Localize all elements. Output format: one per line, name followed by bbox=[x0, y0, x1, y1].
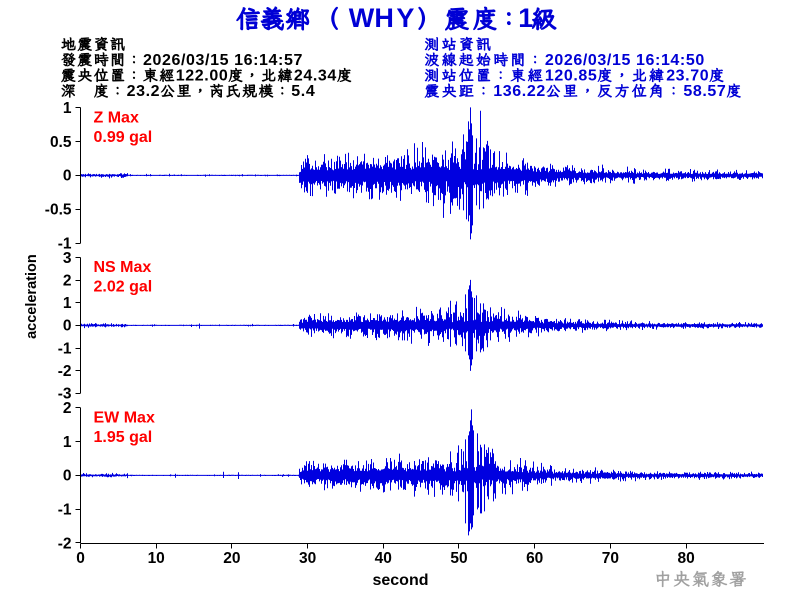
svg-text:80: 80 bbox=[677, 550, 694, 567]
svg-text:50: 50 bbox=[450, 550, 467, 567]
svg-text:0: 0 bbox=[76, 550, 85, 567]
svg-text:30: 30 bbox=[299, 550, 316, 567]
svg-text:2: 2 bbox=[63, 272, 72, 289]
svg-text:2.02 gal: 2.02 gal bbox=[94, 278, 153, 295]
svg-text:40: 40 bbox=[375, 550, 392, 567]
svg-text:second: second bbox=[372, 572, 428, 589]
svg-text:2: 2 bbox=[63, 400, 72, 417]
svg-text:60: 60 bbox=[526, 550, 543, 567]
svg-text:2026/03/15 16:14:57: 2026/03/15 16:14:57 bbox=[143, 52, 303, 69]
svg-text:2026/03/15 16:14:50: 2026/03/15 16:14:50 bbox=[545, 52, 705, 69]
svg-text:EW Max: EW Max bbox=[94, 409, 155, 426]
svg-text:23.2: 23.2 bbox=[127, 83, 161, 100]
svg-text:-2: -2 bbox=[58, 535, 72, 552]
svg-text:20: 20 bbox=[223, 550, 240, 567]
svg-text:0.99 gal: 0.99 gal bbox=[94, 129, 153, 146]
svg-text:23.70: 23.70 bbox=[666, 67, 709, 84]
svg-text:24.34: 24.34 bbox=[294, 67, 337, 84]
svg-text:0.5: 0.5 bbox=[50, 134, 72, 151]
svg-text:acceleration: acceleration bbox=[24, 254, 40, 339]
svg-text:1: 1 bbox=[63, 434, 72, 451]
svg-text:1: 1 bbox=[63, 100, 72, 117]
svg-text:1: 1 bbox=[63, 295, 72, 312]
svg-text:Z Max: Z Max bbox=[94, 109, 139, 126]
svg-text:W: W bbox=[349, 3, 375, 33]
svg-text:0: 0 bbox=[63, 318, 72, 335]
svg-text:NS Max: NS Max bbox=[94, 259, 152, 276]
svg-text:10: 10 bbox=[148, 550, 165, 567]
svg-text:-2: -2 bbox=[58, 363, 72, 380]
svg-text:5.4: 5.4 bbox=[291, 83, 315, 100]
svg-text:0: 0 bbox=[63, 168, 72, 185]
svg-text:3: 3 bbox=[63, 250, 72, 267]
svg-text:120.85: 120.85 bbox=[545, 67, 598, 84]
svg-text:-1: -1 bbox=[58, 236, 72, 253]
svg-text:1.95 gal: 1.95 gal bbox=[94, 429, 153, 446]
svg-text:58.57: 58.57 bbox=[683, 83, 726, 100]
svg-text:Y: Y bbox=[396, 3, 414, 33]
svg-text:-1: -1 bbox=[58, 340, 72, 357]
svg-text:122.00: 122.00 bbox=[176, 67, 229, 84]
svg-text:H: H bbox=[374, 3, 394, 33]
svg-text:70: 70 bbox=[602, 550, 619, 567]
svg-text:-1: -1 bbox=[58, 502, 72, 519]
svg-text:136.22: 136.22 bbox=[493, 83, 546, 100]
svg-text:1: 1 bbox=[518, 3, 533, 33]
svg-text:0: 0 bbox=[63, 468, 72, 485]
svg-text:-0.5: -0.5 bbox=[45, 202, 72, 219]
svg-text:-3: -3 bbox=[58, 386, 72, 403]
